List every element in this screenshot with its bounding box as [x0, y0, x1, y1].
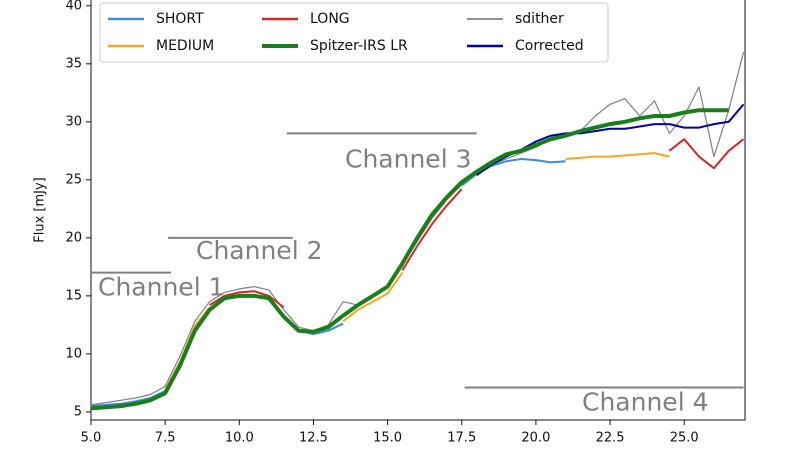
- y-tick-label: 25: [65, 172, 82, 187]
- y-tick-label: 15: [65, 288, 82, 303]
- plot-area: [91, 52, 745, 411]
- legend-label: Corrected: [515, 38, 584, 54]
- series-line: [476, 103, 745, 177]
- annotation-text: Channel 1: [98, 273, 225, 302]
- legend-label: MEDIUM: [156, 38, 214, 54]
- y-tick-label: 20: [65, 230, 82, 245]
- legend-label: LONG: [310, 11, 350, 27]
- y-tick-label: 5: [74, 404, 82, 419]
- x-tick-label: 15.0: [373, 431, 402, 446]
- y-tick-label: 30: [65, 114, 82, 129]
- x-tick-label: 10.0: [225, 431, 254, 446]
- x-tick-label: 7.5: [155, 431, 176, 446]
- y-tick-label: 10: [65, 346, 82, 361]
- plot-frame: [90, 0, 746, 421]
- x-tick-label: 20.0: [521, 431, 550, 446]
- legend-label: sdither: [515, 11, 564, 27]
- legend: SHORT MEDIUM LONG Spitzer-IRS LR sdither Corr…: [99, 2, 609, 63]
- series-line: [91, 52, 745, 406]
- annotation-text: Channel 2: [196, 236, 323, 265]
- y-tick-label: 40: [65, 0, 82, 13]
- x-tick-label: 22.5: [596, 431, 625, 446]
- x-tick-label: 25.0: [670, 431, 699, 446]
- x-tick-label: 5.0: [81, 431, 102, 446]
- series-line: [91, 108, 729, 411]
- annotation-text: Channel 4: [582, 388, 709, 417]
- series-line: [164, 152, 670, 391]
- y-tick-label: 35: [65, 56, 82, 71]
- annotation-text: Channel 3: [345, 144, 472, 173]
- x-tick-label: 12.5: [299, 431, 328, 446]
- y-axis-label: Flux [mJy]: [33, 177, 48, 243]
- legend-label: SHORT: [156, 11, 204, 27]
- legend-label: Spitzer-IRS LR: [310, 38, 408, 54]
- x-tick-label: 17.5: [447, 431, 476, 446]
- series-line: [209, 138, 745, 309]
